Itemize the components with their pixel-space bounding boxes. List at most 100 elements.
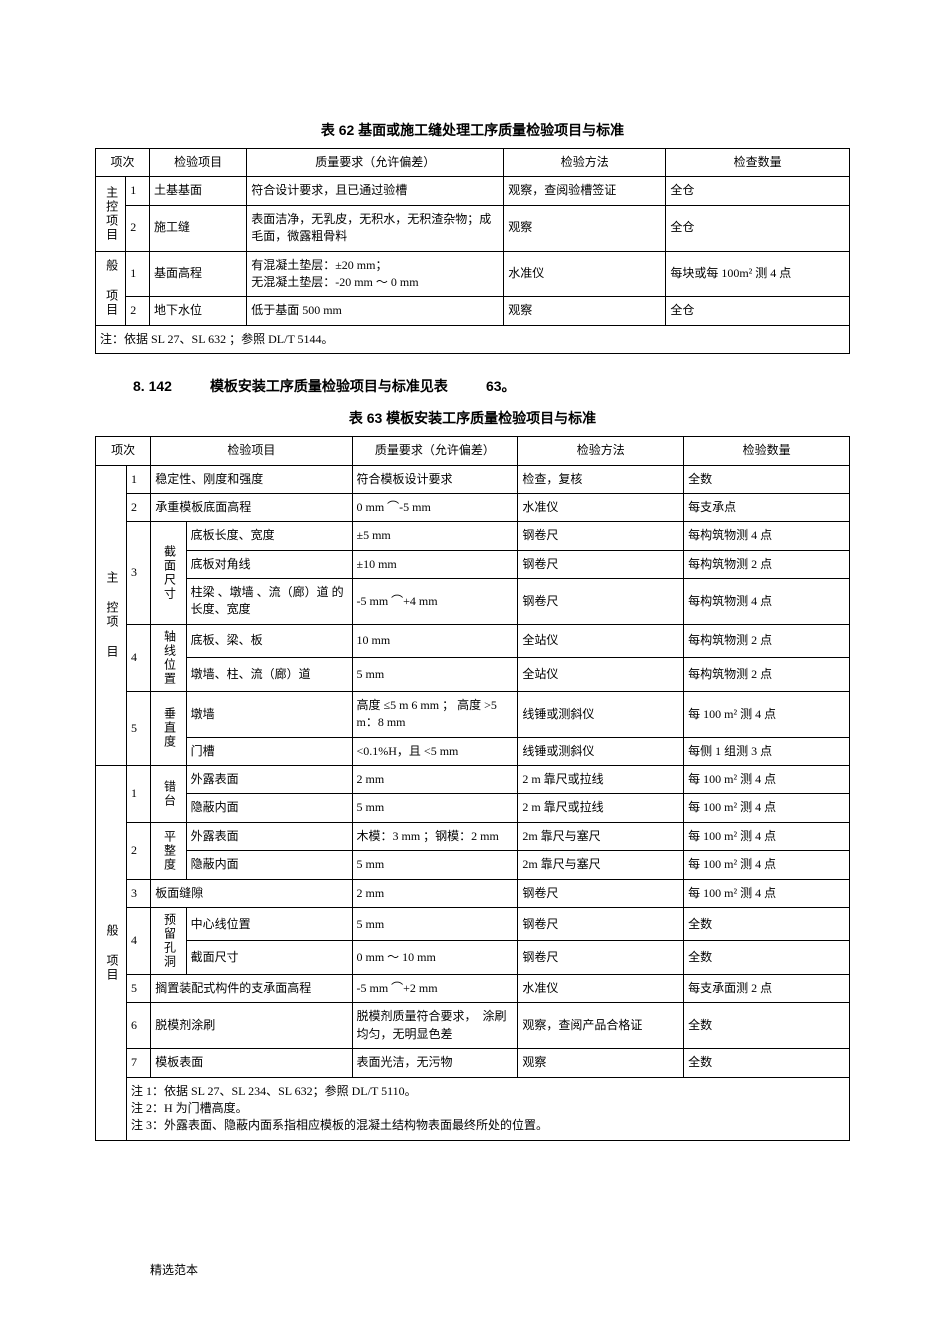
cell-qty: 全数 [684,907,850,941]
cell-n: 5 [126,974,150,1002]
table63-header-row: 项次 检验项目 质量要求（允许偏差） 检验方法 检验数量 [96,437,850,465]
cell-qty: 每支承面测 2 点 [684,974,850,1002]
table62: 项次 检验项目 质量要求（允许偏差） 检验方法 检查数量 主控项目 1 土基基面… [95,148,850,354]
cell-qty: 每构筑物测 2 点 [684,550,850,578]
table-row: 3 板面缝隙 2 mm 钢卷尺 每 100 m² 测 4 点 [96,879,850,907]
mid-num: 8. 142 [133,378,172,394]
table-row: 主控项目 1 土基基面 符合设计要求，且已通过验槽 观察，查阅验槽签证 全仓 [96,177,850,205]
t62-r4-req: 低于基面 500 mm [247,297,504,325]
cell-req: 表面光洁，无污物 [352,1049,518,1077]
cell-item: 隐蔽内面 [186,794,352,822]
t62-r2-n: 2 [126,205,150,251]
cell-method: 全站仪 [518,658,684,692]
t62-r3-qty: 每块或每 100m² 测 4 点 [666,251,850,297]
cell-req: 高度 ≤5 m 6 mm ； 高度 >5 m：8 mm [352,691,518,737]
cell-n: 4 [126,624,150,691]
t62-r1-item: 土基基面 [150,177,247,205]
t62-r2-qty: 全仓 [666,205,850,251]
t63-h-qty: 检验数量 [684,437,850,465]
mid-text-a: 模板安装工序质量检验项目与标准见表 [210,376,448,396]
t62-h-method: 检验方法 [504,149,666,177]
cell-req: <0.1%H，且 <5 mm [352,737,518,765]
table-row: 柱梁 、墩墙 、流（廊）道 的长度、宽度 -5 mm ⌒+4 mm 钢卷尺 每构… [96,579,850,625]
cell-item: 承重模板底面高程 [151,493,352,521]
cell-method: 钢卷尺 [518,522,684,550]
t63-note1: 注 1：依据 SL 27、SL 234、SL 632；参照 DL/T 5110。 [131,1083,845,1100]
table62-title: 表 62 基面或施工缝处理工序质量检验项目与标准 [95,120,850,140]
table-row: 4 轴线位置 底板、梁、板 10 mm 全站仪 每构筑物测 2 点 [96,624,850,658]
cell-method: 观察，查阅产品合格证 [518,1003,684,1049]
cell-qty: 每构筑物测 4 点 [684,579,850,625]
t62-r2-req: 表面洁净，无乳皮，无积水，无积渣杂物；成毛面，微露粗骨料 [247,205,504,251]
table-row: 5 搁置装配式构件的支承面高程 -5 mm ⌒+2 mm 水准仪 每支承面测 2… [96,974,850,1002]
t63-group-gen: 般 项目 [96,766,127,1141]
t62-r3-item: 基面高程 [150,251,247,297]
table-row: 2 平整度 外露表面 木模：3 mm ；钢模：2 mm 2m 靠尺与塞尺 每 1… [96,822,850,850]
cell-item: 中心线位置 [186,907,352,941]
cell-item: 截面尺寸 [186,941,352,975]
t62-h-req: 质量要求（允许偏差） [247,149,504,177]
t62-r1-method: 观察，查阅验槽签证 [504,177,666,205]
t63-h-method: 检验方法 [518,437,684,465]
cell-item: 板面缝隙 [151,879,352,907]
table63-title: 表 63 模板安装工序质量检验项目与标准 [95,408,850,428]
t62-r3-n: 1 [126,251,150,297]
t62-note: 注：依据 SL 27、SL 632 ；参照 DL/T 5144。 [96,325,850,353]
cell-sublabel: 预留孔洞 [151,907,186,974]
cell-req: -5 mm ⌒+4 mm [352,579,518,625]
cell-qty: 每构筑物测 4 点 [684,522,850,550]
t63-h-item: 检验项目 [151,437,352,465]
table-row: 截面尺寸 0 mm ～ 10 mm 钢卷尺 全数 [96,941,850,975]
t62-r4-n: 2 [126,297,150,325]
table-row: 7 模板表面 表面光洁，无污物 观察 全数 [96,1049,850,1077]
cell-method: 全站仪 [518,624,684,658]
t62-h-seq: 项次 [96,149,150,177]
t63-h-seq: 项次 [96,437,151,465]
t62-note-row: 注：依据 SL 27、SL 632 ；参照 DL/T 5144。 [96,325,850,353]
cell-n: 1 [126,465,150,493]
t62-h-qty: 检查数量 [666,149,850,177]
table63: 项次 检验项目 质量要求（允许偏差） 检验方法 检验数量 主 控项 目 1 稳定… [95,436,850,1141]
cell-method: 钢卷尺 [518,550,684,578]
cell-sublabel: 错台 [151,766,186,823]
table-row: 4 预留孔洞 中心线位置 5 mm 钢卷尺 全数 [96,907,850,941]
cell-qty: 全数 [684,941,850,975]
cell-req: 5 mm [352,851,518,879]
cell-item: 隐蔽内面 [186,851,352,879]
cell-item: 外露表面 [186,766,352,794]
table-row: 5 垂直度 墩墙 高度 ≤5 m 6 mm ； 高度 >5 m：8 mm 线锤或… [96,691,850,737]
cell-req: 5 mm [352,658,518,692]
table-row: 门槽 <0.1%H，且 <5 mm 线锤或测斜仪 每侧 1 组测 3 点 [96,737,850,765]
cell-item: 底板、梁、板 [186,624,352,658]
cell-req: 符合模板设计要求 [352,465,518,493]
cell-req: 脱模剂质量符合要求， 涂刷均匀，无明显色差 [352,1003,518,1049]
cell-method: 水准仪 [518,493,684,521]
cell-method: 线锤或测斜仪 [518,691,684,737]
cell-n: 2 [126,493,150,521]
cell-req: 2 mm [352,879,518,907]
table-row: 隐蔽内面 5 mm 2 m 靠尺或拉线 每 100 m² 测 4 点 [96,794,850,822]
t62-r3-req: 有混凝土垫层：±20 mm； 无混凝土垫层：-20 mm ～ 0 mm [247,251,504,297]
cell-method: 钢卷尺 [518,907,684,941]
cell-qty: 每侧 1 组测 3 点 [684,737,850,765]
cell-qty: 全数 [684,1049,850,1077]
cell-req: ±5 mm [352,522,518,550]
cell-sublabel: 平整度 [151,822,186,879]
cell-item: 柱梁 、墩墙 、流（廊）道 的长度、宽度 [186,579,352,625]
table-row: 般 项目 1 错台 外露表面 2 mm 2 m 靠尺或拉线 每 100 m² 测… [96,766,850,794]
t63-note3: 注 3：外露表面、隐蔽内面系指相应模板的混凝土结构物表面最终所处的位置。 [131,1117,845,1134]
cell-item: 门槽 [186,737,352,765]
mid-text-b: 63。 [486,376,516,396]
table-row: 2 地下水位 低于基面 500 mm 观察 全仓 [96,297,850,325]
table-row: 墩墙、柱、流（廊）道 5 mm 全站仪 每构筑物测 2 点 [96,658,850,692]
cell-method: 观察 [518,1049,684,1077]
cell-req: 5 mm [352,907,518,941]
t62-r4-method: 观察 [504,297,666,325]
t62-r3-method: 水准仪 [504,251,666,297]
cell-sublabel: 截面尺寸 [151,522,186,625]
t62-r4-item: 地下水位 [150,297,247,325]
cell-item: 搁置装配式构件的支承面高程 [151,974,352,1002]
cell-method: 检查，复核 [518,465,684,493]
cell-req: 0 mm ～ 10 mm [352,941,518,975]
cell-method: 2m 靠尺与塞尺 [518,822,684,850]
